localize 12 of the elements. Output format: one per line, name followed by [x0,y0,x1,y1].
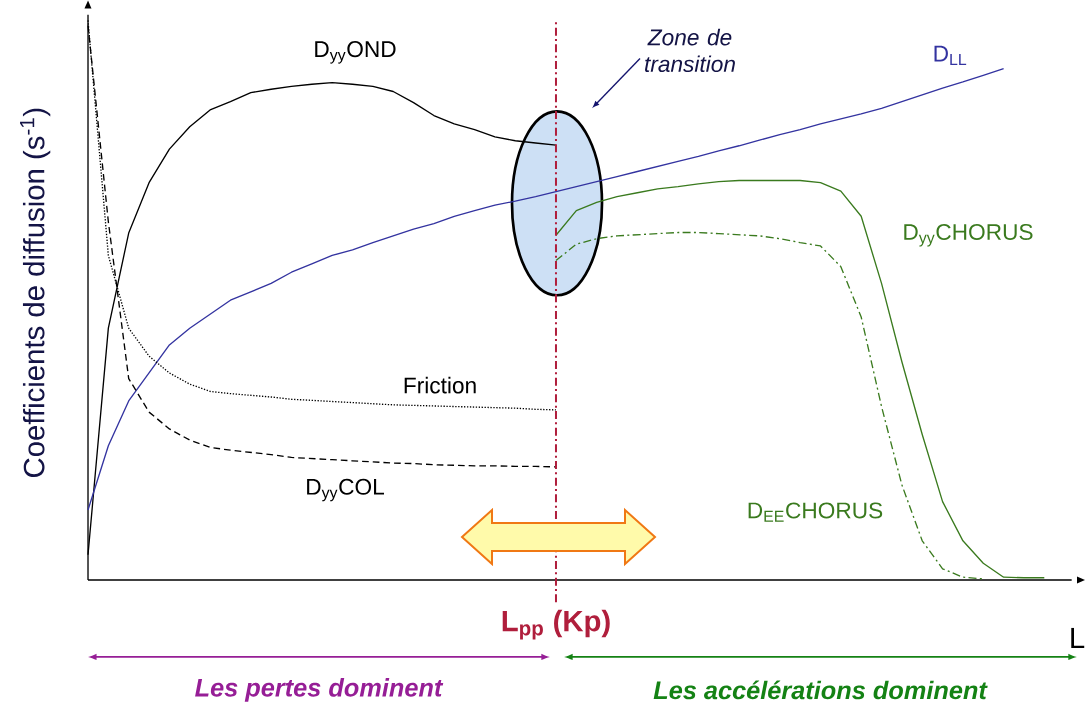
x-axis-title: L [1071,627,1085,648]
series-label: D$_{yy}$COL [307,478,385,502]
series-label: Friction [404,376,476,394]
text: Les accélérations dominent [653,680,988,700]
y-axis-title: Coefficients de diffusion (s$^{-1}$) [20,108,51,477]
series-label: D$_{LL}$ [934,45,967,65]
series-label: D$_{EE}$CHORUS [748,502,883,522]
text: L$_{pp}$ (Kp) [502,609,610,640]
text: Les pertes dominent [195,678,444,702]
series-label: D$_{yy}$CHORUS [904,223,1033,247]
series-label: D$_{yy}$OND [315,41,396,64]
annotation: Zone de transition [645,28,735,73]
